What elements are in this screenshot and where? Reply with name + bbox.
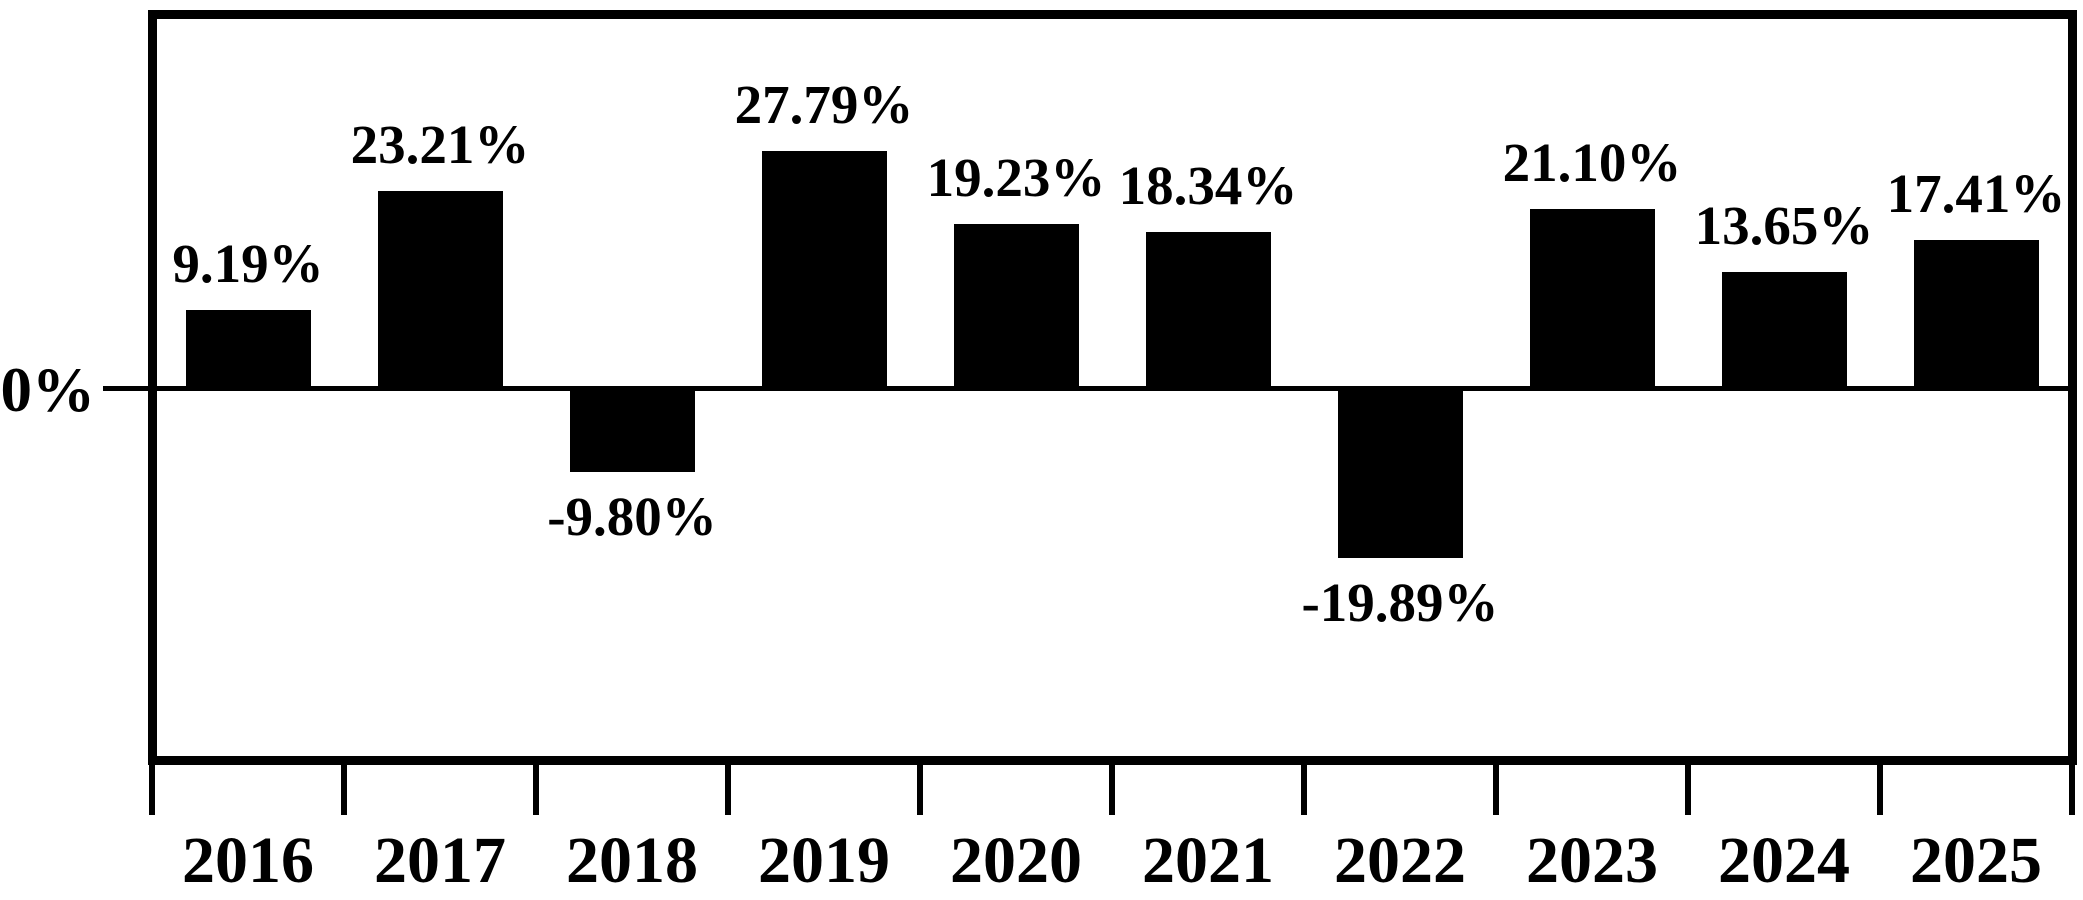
zero-baseline (103, 386, 2068, 391)
bar-value-label: 23.21% (350, 113, 530, 175)
x-axis-label: 2022 (1334, 824, 1466, 897)
bar-2022 (1337, 386, 1463, 559)
bar-2021 (1145, 232, 1271, 391)
x-axis-label: 2025 (1910, 824, 2042, 897)
bar-value-label: 21.10% (1502, 131, 1682, 193)
x-axis-tick (533, 760, 539, 815)
bar-2024 (1721, 272, 1847, 391)
y-axis-zero-label: 0% (0, 355, 96, 425)
x-axis-tick (917, 760, 923, 815)
bar-2020 (953, 224, 1079, 391)
x-axis-label: 2023 (1526, 824, 1658, 897)
x-axis-label: 2021 (1142, 824, 1274, 897)
bar-value-label: 27.79% (734, 74, 914, 136)
x-axis-tick (341, 760, 347, 815)
x-axis-tick (725, 760, 731, 815)
x-axis-tick (1301, 760, 1307, 815)
bar-2016 (185, 310, 311, 391)
bar-value-label: 17.41% (1886, 162, 2066, 224)
x-axis-label: 2018 (566, 824, 698, 897)
bar-value-label: 13.65% (1694, 195, 1874, 257)
bar-2023 (1529, 208, 1655, 391)
bar-2017 (377, 190, 503, 391)
x-axis-label: 2024 (1718, 824, 1850, 897)
bar-value-label: -9.80% (547, 486, 717, 548)
x-axis-label: 2019 (758, 824, 890, 897)
x-axis-tick (1685, 760, 1691, 815)
bar-2025 (1913, 239, 2039, 391)
bar-value-label: -19.89% (1301, 572, 1499, 634)
x-axis-tick (1109, 760, 1115, 815)
x-axis-tick (1877, 760, 1883, 815)
x-axis-label: 2020 (950, 824, 1082, 897)
bar-value-label: 9.19% (172, 233, 324, 295)
bar-2019 (761, 151, 887, 391)
x-axis-tick (1493, 760, 1499, 815)
x-axis-tick (149, 760, 155, 815)
bar-value-label: 18.34% (1118, 155, 1298, 217)
bar-value-label: 19.23% (926, 147, 1106, 209)
x-axis-label: 2017 (374, 824, 506, 897)
bar-2018 (569, 386, 695, 473)
x-axis-label: 2016 (182, 824, 314, 897)
x-axis-tick (2069, 760, 2075, 815)
